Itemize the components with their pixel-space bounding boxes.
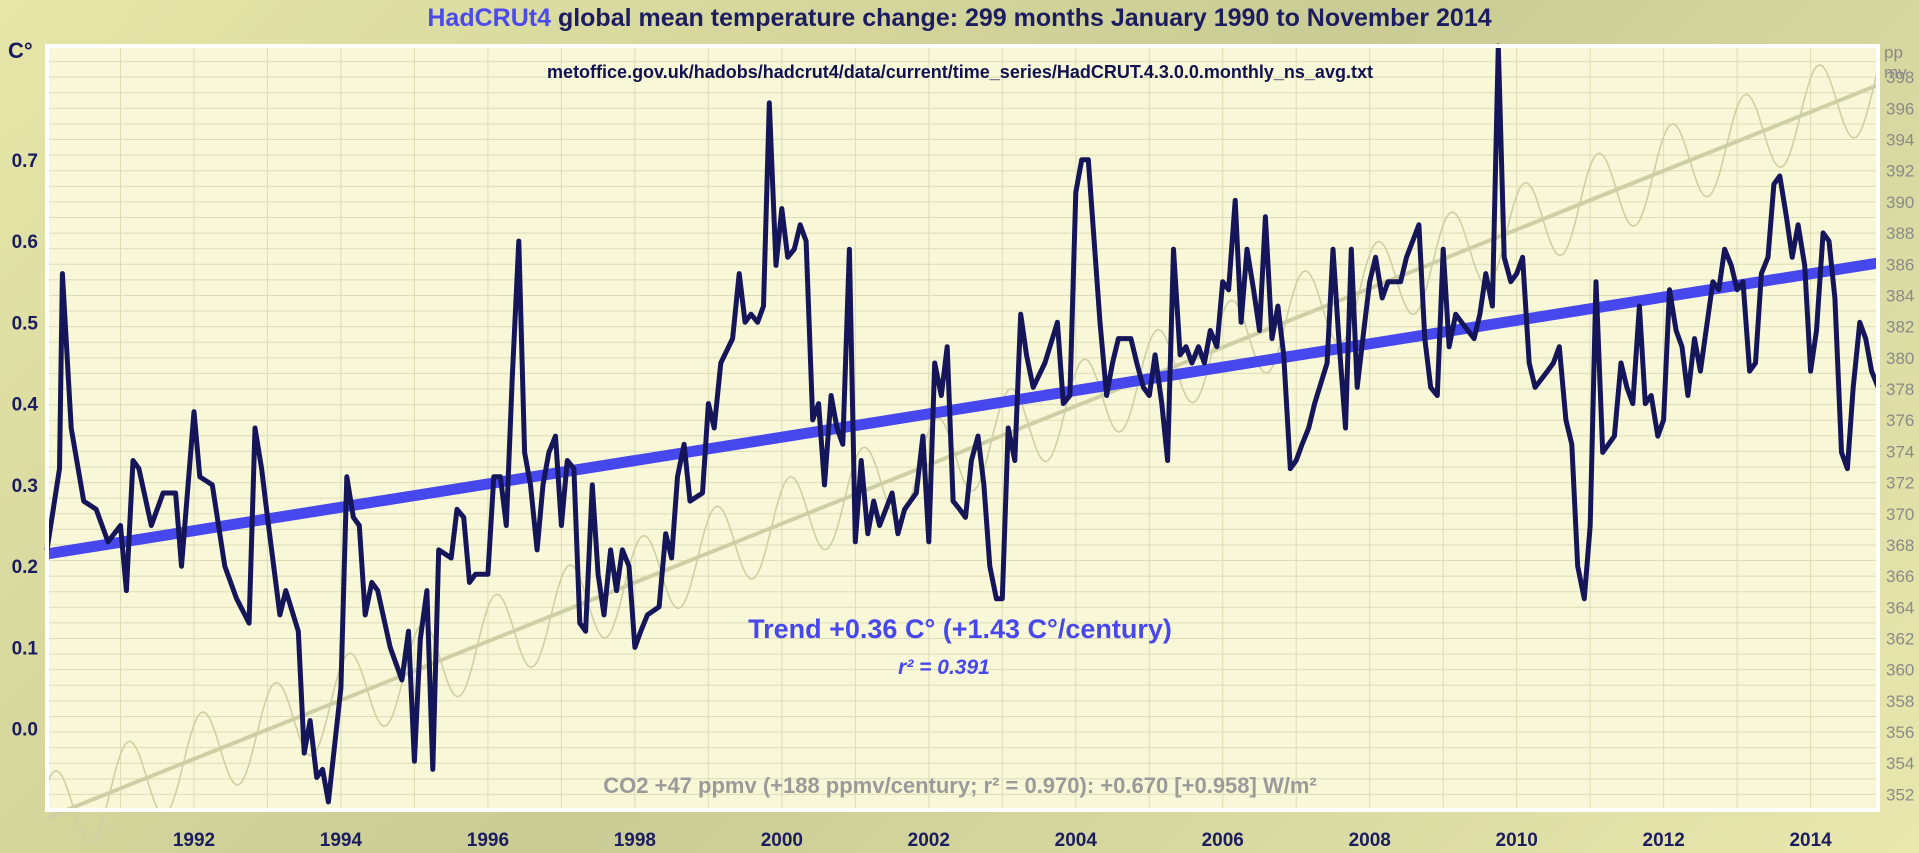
co2-label: CO2 +47 ppmv (+188 ppmv/century; r² = 0.… [603,773,1316,798]
y2-tick-label: 366 [1886,567,1914,586]
x-tick-label: 1998 [614,830,656,851]
x-tick-label: 2000 [761,830,803,851]
y2-tick-label: 354 [1886,754,1914,773]
y2-tick-label: 362 [1886,629,1914,648]
x-tick-label: 2002 [908,830,950,851]
y2-tick-label: 384 [1886,286,1914,305]
x-tick-label: 2006 [1202,830,1244,851]
y-tick-label: 0.3 [12,476,38,497]
y2-tick-label: 378 [1886,380,1914,399]
trend-label: Trend +0.36 C° (+1.43 C°/century) [748,614,1172,644]
title-highlight: HadCRUt4 [427,4,551,32]
co2-trend-line [46,83,1879,820]
y-axis-unit: C° [8,38,33,63]
co2-line [46,64,1879,845]
y-tick-label: 0.1 [12,638,39,659]
title-rest: global mean temperature change: 299 mont… [551,4,1492,32]
y-tick-label: 0.6 [12,232,38,253]
y2-axis-unit-1: pp [1884,43,1903,62]
source-url: metoffice.gov.uk/hadobs/hadcrut4/data/cu… [547,62,1373,82]
y-tick-label: 0.4 [12,395,39,416]
x-tick-label: 2014 [1789,830,1832,851]
y-tick-label: 0.2 [12,557,38,578]
co2-series [46,64,1879,845]
y2-tick-label: 356 [1886,723,1914,742]
y2-axis-unit-2: mv [1884,63,1907,82]
x-tick-label: 2012 [1643,830,1685,851]
x-tick-label: 1992 [173,830,215,851]
y2-tick-label: 374 [1886,442,1914,461]
chart-title: HadCRUt4 global mean temperature change:… [0,4,1919,33]
y2-tick-label: 386 [1886,255,1914,274]
y-tick-label: 0.0 [12,720,38,741]
y2-tick-label: 372 [1886,474,1914,493]
x-tick-label: 2010 [1496,830,1538,851]
y-tick-label: 0.5 [12,313,39,334]
y2-tick-label: 376 [1886,411,1914,430]
temperature-line [44,43,1881,805]
plot-border [45,44,1880,812]
y2-tick-label: 392 [1886,162,1914,181]
y2-tick-label: 388 [1886,224,1914,243]
x-tick-label: 2004 [1055,830,1098,851]
y2-tick-label: 358 [1886,692,1914,711]
y2-tick-label: 360 [1886,661,1914,680]
y-tick-label: 0.7 [12,151,38,172]
y2-tick-label: 382 [1886,318,1914,337]
y2-tick-label: 398 [1886,68,1914,87]
plot-area [47,46,1878,810]
y2-tick-label: 352 [1886,785,1914,804]
y2-tick-label: 364 [1886,598,1914,617]
x-tick-label: 2008 [1349,830,1391,851]
y-axis-left: 0.0 0.1 0.2 0.3 0.4 0.5 0.6 0.7 [12,151,39,741]
x-tick-label: 1996 [467,830,509,851]
r2-label: r² = 0.391 [898,656,990,679]
y2-tick-label: 370 [1886,505,1914,524]
y2-tick-label: 368 [1886,536,1914,555]
y-axis-right: 352 354 356 358 360 362 364 366 368 370 372 374 376 3… [1886,68,1914,804]
y2-tick-label: 390 [1886,193,1914,212]
y2-tick-label: 380 [1886,349,1914,368]
y2-tick-label: 394 [1886,131,1914,150]
x-tick-label: 1994 [320,830,363,851]
y2-tick-label: 396 [1886,99,1914,118]
temperature-series [44,43,1881,805]
x-axis: 1992 1994 1996 1998 2000 2002 2004 2006 2008 2010… [173,830,1832,851]
